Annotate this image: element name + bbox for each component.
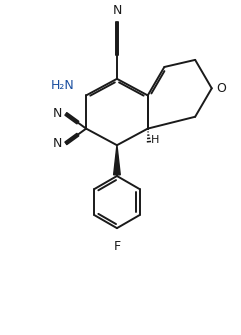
Text: N: N (52, 108, 62, 121)
Text: N: N (112, 4, 122, 17)
Polygon shape (114, 145, 120, 175)
Text: H₂N: H₂N (51, 79, 74, 92)
Text: F: F (113, 240, 120, 253)
Text: N: N (52, 137, 62, 150)
Text: O: O (216, 82, 226, 95)
Text: H: H (151, 135, 159, 144)
